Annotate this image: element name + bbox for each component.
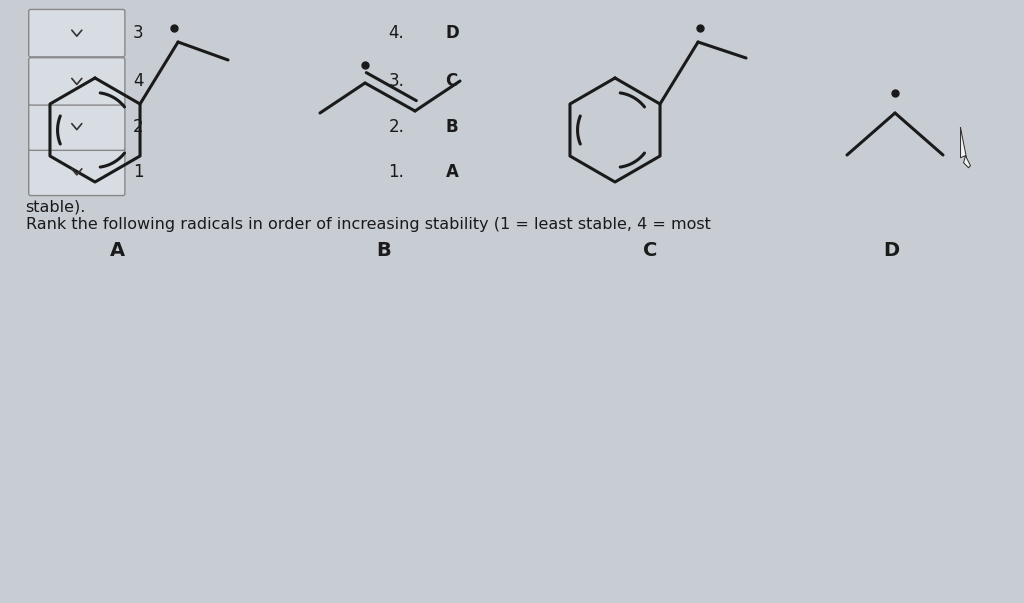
Text: A: A: [111, 241, 125, 260]
Text: C: C: [643, 241, 657, 260]
Text: 2.: 2.: [388, 118, 404, 136]
FancyBboxPatch shape: [29, 148, 125, 195]
Text: 1.: 1.: [388, 163, 404, 181]
Text: 2: 2: [133, 118, 143, 136]
Text: 3.: 3.: [388, 72, 404, 90]
Text: 4.: 4.: [389, 24, 404, 42]
Text: Rank the following radicals in order of increasing stability (1 = least stable, : Rank the following radicals in order of …: [26, 217, 711, 232]
FancyBboxPatch shape: [29, 103, 125, 150]
FancyBboxPatch shape: [29, 58, 125, 105]
Text: B: B: [445, 118, 458, 136]
Text: C: C: [445, 72, 458, 90]
Text: D: D: [883, 241, 899, 260]
Text: 3: 3: [133, 24, 143, 42]
Polygon shape: [961, 128, 971, 168]
Text: B: B: [377, 241, 391, 260]
Text: 4: 4: [133, 72, 143, 90]
FancyBboxPatch shape: [29, 10, 125, 57]
Text: stable).: stable).: [26, 199, 86, 214]
Text: A: A: [445, 163, 459, 181]
Text: 1: 1: [133, 163, 143, 181]
Text: D: D: [445, 24, 459, 42]
